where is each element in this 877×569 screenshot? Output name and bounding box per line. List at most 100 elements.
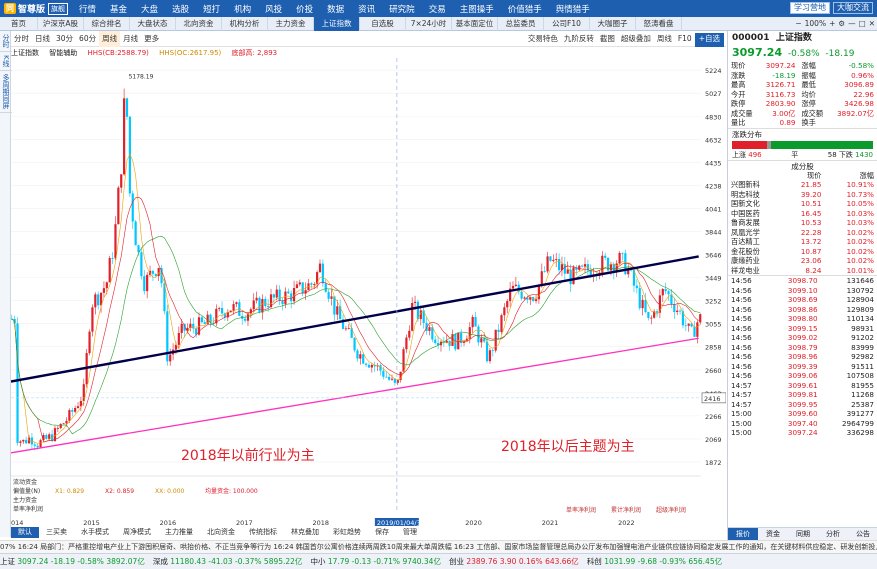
period-4[interactable]: 周线 — [99, 31, 121, 47]
side-tab-1[interactable]: 资金 — [766, 530, 780, 538]
menu-item-11[interactable]: 交易 — [428, 4, 446, 15]
index-item-3[interactable]: 创业 2389.76 3.90 0.16% 643.66亿 — [449, 554, 579, 569]
stock-row[interactable]: 康缘药业 23.06 10.02% — [728, 256, 877, 266]
period-0[interactable]: 分时 — [14, 34, 29, 43]
tab-0[interactable]: 首页 — [0, 17, 38, 31]
chart-tool-2[interactable]: 截图 — [599, 34, 615, 43]
side-tab-0[interactable]: 报价 — [728, 528, 758, 540]
tab-8[interactable]: 自选股 — [360, 17, 406, 31]
support-line[interactable] — [11, 337, 699, 454]
legend-smart[interactable]: 智能辅助 — [49, 49, 78, 57]
minimize-icon[interactable]: — — [848, 19, 856, 28]
stock-row[interactable]: 国新文化 10.51 10.05% — [728, 199, 877, 209]
menu-item-6[interactable]: 风投 — [265, 4, 283, 15]
tab-3[interactable]: 大盘状态 — [130, 17, 176, 31]
candle-body — [39, 440, 42, 448]
strip-intraday[interactable]: 分时 — [0, 31, 12, 52]
indicator-tab-1[interactable]: 三买卖 — [46, 528, 67, 536]
chat-button[interactable]: 大咖交流 — [833, 2, 873, 14]
side-tab-2[interactable]: 同期 — [796, 530, 810, 538]
stock-row[interactable]: 中国医药 16.45 10.03% — [728, 209, 877, 219]
tab-13[interactable]: 大咖圈子 — [590, 17, 636, 31]
tab-1[interactable]: 沪深京A股 — [38, 17, 84, 31]
kline-chart[interactable]: 5224 5027 4830 4632 4435 4238 4041 3844 3646 3449… — [11, 58, 726, 526]
period-3[interactable]: 60分 — [79, 34, 97, 43]
stock-row[interactable]: 兴图新科 21.85 10.91% — [728, 180, 877, 190]
period-5[interactable]: 月线 — [123, 34, 139, 43]
maximize-icon[interactable]: □ — [858, 19, 866, 28]
trend-line[interactable] — [11, 255, 699, 383]
close-icon[interactable]: ✕ — [868, 19, 875, 28]
indicator-tab-3[interactable]: 周净模式 — [123, 528, 151, 536]
menu-item-14[interactable]: 舆情猎手 — [555, 4, 590, 15]
settings-icon[interactable]: ⚙ — [838, 19, 846, 28]
menu-item-5[interactable]: 机构 — [234, 4, 252, 15]
menu-item-0[interactable]: 行情 — [79, 4, 97, 15]
tab-14[interactable]: 怒涛看盘 — [636, 17, 682, 31]
indicator-tab-6[interactable]: 传统指标 — [249, 528, 277, 536]
indicator-tab-9[interactable]: 保存 — [375, 528, 389, 536]
add-watchlist-button[interactable]: +自选 — [694, 33, 724, 47]
menu-item-2[interactable]: 大盘 — [141, 4, 159, 15]
strip-kline[interactable]: K线 — [0, 52, 12, 71]
chart-tool-4[interactable]: 周线 — [656, 34, 672, 43]
tab-2[interactable]: 综合排名 — [84, 17, 130, 31]
index-item-1[interactable]: 深成 11180.43 -41.03 -0.37% 5895.22亿 — [153, 554, 303, 569]
tab-10[interactable]: 基本面定位 — [452, 17, 498, 31]
menu-item-7[interactable]: 价投 — [296, 4, 314, 15]
period-6[interactable]: 更多 — [144, 34, 160, 43]
side-tab-3[interactable]: 分析 — [826, 530, 840, 538]
chart-tool-3[interactable]: 超级叠加 — [620, 34, 651, 43]
index-item-2[interactable]: 中小 17.79 -0.13 -0.71% 9740.34亿 — [310, 554, 441, 569]
tab-11[interactable]: 总监委员 — [498, 17, 544, 31]
menu-item-13[interactable]: 价值猎手 — [507, 4, 542, 15]
menu-item-12[interactable]: 主图操手 — [459, 4, 494, 15]
candle-body — [186, 327, 189, 331]
chart-tool-1[interactable]: 九阶反转 — [563, 34, 594, 43]
candle-body — [203, 322, 206, 325]
indicator-tab-10[interactable]: 管理 — [403, 528, 417, 536]
index-item-4[interactable]: 科创 1031.99 -9.68 -0.93% 656.45亿 — [587, 554, 722, 569]
zoom-out-button[interactable]: − — [795, 19, 802, 28]
side-tab-4[interactable]: 公告 — [856, 530, 870, 538]
stock-row[interactable]: 祥龙电业 8.24 10.01% — [728, 266, 877, 276]
indicator-tabs: 默认 三买卖 水手模式 周净模式 主力推量 北向资金 传统指标 林克叠加 彩虹趋势 保存 管理 — [11, 527, 726, 538]
tab-7[interactable]: 上证指数 — [314, 17, 360, 31]
stock-row[interactable]: 明志科技 39.20 10.73% — [728, 190, 877, 200]
tab-4[interactable]: 北向资金 — [176, 17, 222, 31]
stock-row[interactable]: 凤凰光学 22.28 10.02% — [728, 228, 877, 238]
chart-tool-0[interactable]: 交易特色 — [527, 34, 558, 43]
menu-item-8[interactable]: 数据 — [327, 4, 345, 15]
menu-item-9[interactable]: 资讯 — [358, 4, 376, 15]
strip-multi[interactable]: 多周期同屏 — [0, 71, 12, 113]
period-1[interactable]: 日线 — [35, 34, 50, 43]
indicator-tab-7[interactable]: 林克叠加 — [291, 528, 319, 536]
menu-item-1[interactable]: 基金 — [110, 4, 128, 15]
index-item-0[interactable]: 上证 3097.24 -18.19 -0.58% 3892.07亿 — [0, 554, 145, 569]
tab-5[interactable]: 机构分析 — [222, 17, 268, 31]
indicator-tab-0[interactable]: 默认 — [11, 527, 39, 538]
menu-item-4[interactable]: 短打 — [203, 4, 221, 15]
indicator-tab-5[interactable]: 北向资金 — [207, 528, 235, 536]
tab-6[interactable]: 主力资金 — [268, 17, 314, 31]
zoom-in-button[interactable]: + — [829, 19, 836, 28]
menu-item-3[interactable]: 选股 — [172, 4, 190, 15]
chart-tool-5[interactable]: F10 — [677, 34, 692, 43]
news-ticker[interactable]: 07% 16:24 局部门：严格重控增电产业上下游囤积居奇、哄抬价格、不正当竞争… — [0, 540, 877, 553]
tab-9[interactable]: 7×24小时 — [406, 17, 452, 31]
candle-body — [53, 428, 57, 441]
tab-12[interactable]: 公司F10 — [544, 17, 590, 31]
flat-label: 平 — [791, 150, 799, 159]
stock-name: 中国医药 — [731, 208, 760, 218]
stock-row[interactable]: 金花股份 10.87 10.02% — [728, 247, 877, 257]
learn-button[interactable]: 学习营地 — [790, 2, 830, 14]
candle-body — [123, 98, 126, 175]
stock-row[interactable]: 鲁商发展 10.53 10.03% — [728, 218, 877, 228]
indicator-tab-2[interactable]: 水手模式 — [81, 528, 109, 536]
period-2[interactable]: 30分 — [56, 34, 74, 43]
menu-item-10[interactable]: 研究院 — [389, 4, 415, 15]
quote-label: 量比 — [731, 118, 746, 127]
indicator-tab-4[interactable]: 主力推量 — [165, 528, 193, 536]
stock-row[interactable]: 百达精工 13.72 10.02% — [728, 237, 877, 247]
indicator-tab-8[interactable]: 彩虹趋势 — [333, 528, 361, 536]
